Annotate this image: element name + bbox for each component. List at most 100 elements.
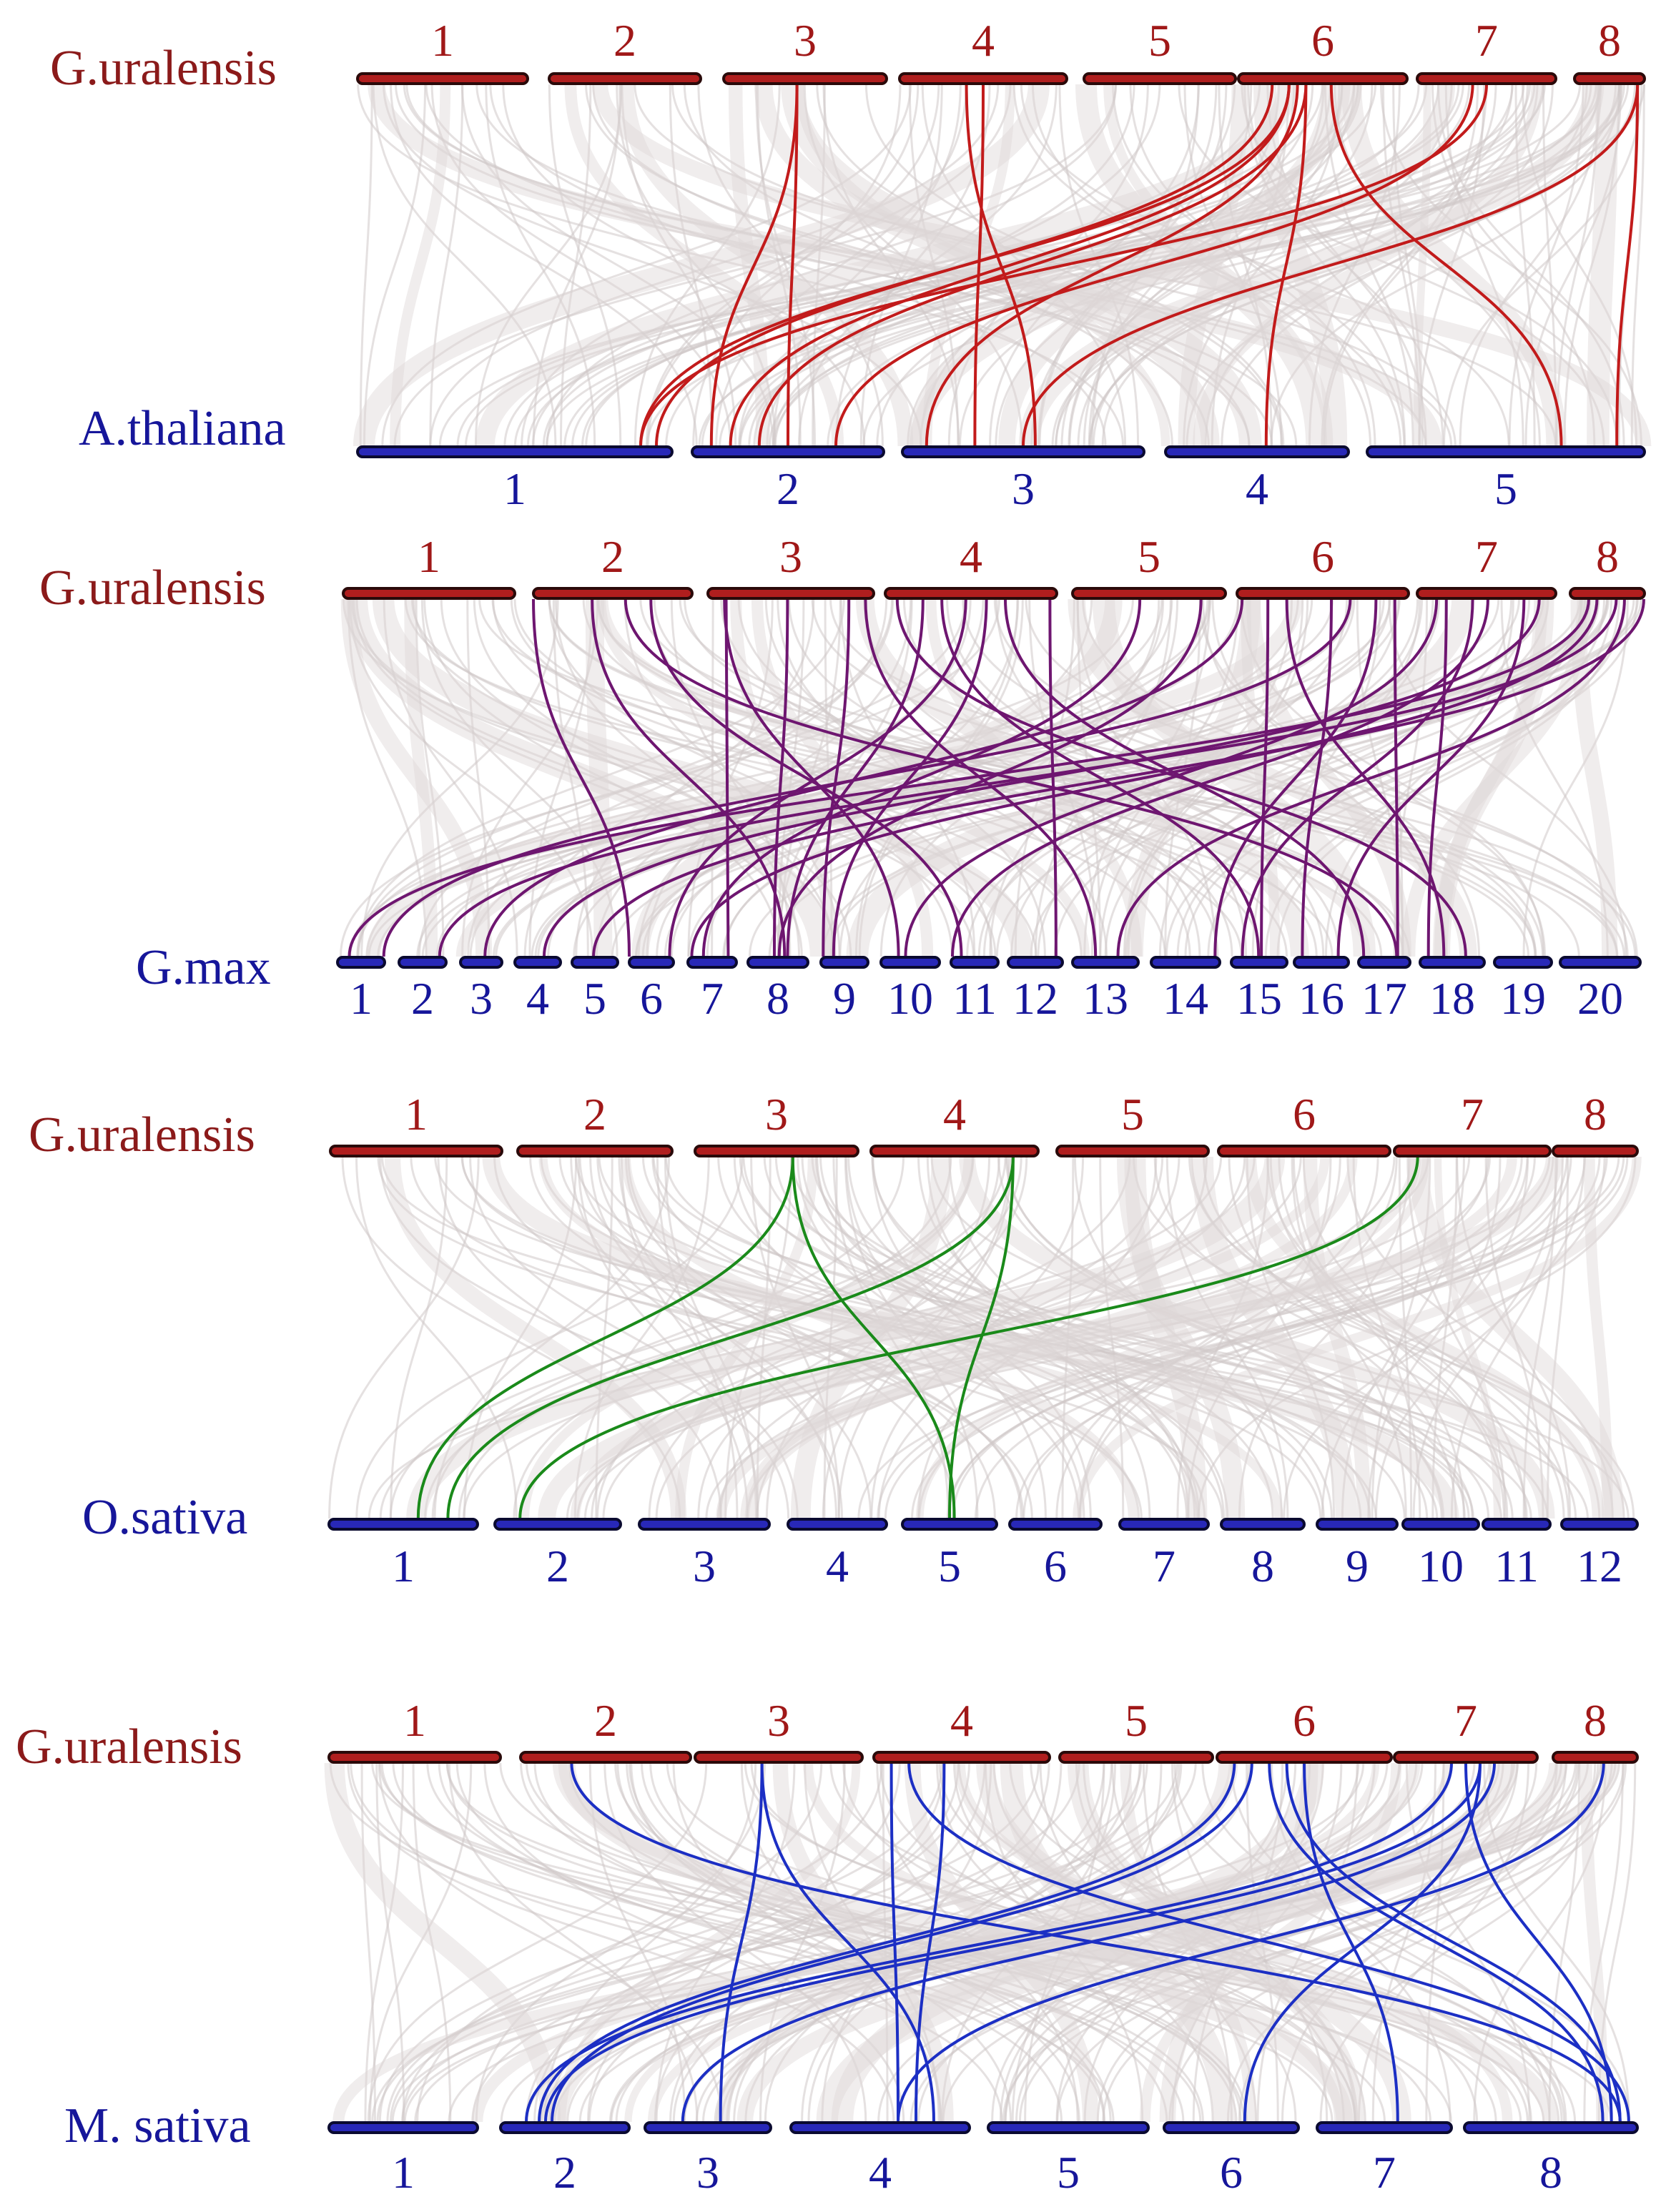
- highlight-link: [1260, 598, 1270, 957]
- synteny-link: [1015, 1762, 1445, 2123]
- synteny-link: [372, 84, 557, 447]
- synteny-link: [588, 1762, 686, 2123]
- top-chromosome-label: 8: [1596, 531, 1619, 582]
- synteny-link: [1546, 1156, 1569, 1519]
- synteny-link: [1203, 1156, 1565, 1519]
- synteny-link: [824, 598, 833, 957]
- bottom-chromosome-label: 6: [640, 973, 663, 1024]
- synteny-block: [324, 1762, 561, 2123]
- synteny-link: [822, 1156, 1011, 1519]
- top-chromosome-bar: [1216, 1751, 1393, 1764]
- synteny-block: [790, 1156, 952, 1519]
- top-chromosome-bar: [884, 587, 1058, 600]
- highlight-link: [834, 84, 1474, 447]
- highlight-link: [965, 84, 1037, 447]
- synteny-link: [369, 1762, 473, 2123]
- synteny-link: [559, 84, 592, 447]
- bottom-chromosome-bar: [1164, 445, 1350, 458]
- synteny-block: [1124, 1156, 1208, 1519]
- bottom-chromosome-label: 15: [1236, 973, 1282, 1024]
- synteny-link: [740, 1762, 942, 2123]
- synteny-link: [1112, 84, 1406, 447]
- synteny-block: [855, 598, 1309, 957]
- highlight-link: [973, 84, 985, 447]
- synteny-link: [1283, 1156, 1606, 1519]
- bottom-chromosome-label: 19: [1500, 973, 1546, 1024]
- synteny-block: [600, 598, 1371, 957]
- synteny-block: [740, 1156, 1358, 1519]
- synteny-link: [548, 598, 1625, 957]
- synteny-block: [1246, 598, 1411, 957]
- top-chromosome-label: 6: [1293, 1695, 1316, 1746]
- synteny-link: [755, 84, 816, 447]
- highlight-link: [483, 598, 1244, 957]
- top-chromosome-bar: [1217, 1145, 1391, 1157]
- synteny-block: [1193, 84, 1543, 447]
- top-species-label: G.uralensis: [29, 1107, 255, 1162]
- top-chromosome-bar: [1055, 1145, 1210, 1157]
- synteny-link: [349, 598, 1334, 957]
- bottom-chromosome-label: 7: [701, 973, 724, 1024]
- synteny-link: [864, 84, 1285, 447]
- panel-athaliana: G.uralensis A.thaliana 1 2 3 4 5 6 7 8 1 2 3 4 5: [50, 15, 1652, 514]
- synteny-link: [997, 1156, 1445, 1519]
- bottom-chromosome-label: 17: [1361, 973, 1407, 1024]
- highlight-link: [1116, 598, 1626, 957]
- synteny-link: [448, 1762, 699, 2123]
- synteny-link: [1188, 1156, 1625, 1519]
- top-chromosome-label: 6: [1311, 531, 1334, 582]
- top-chromosome-bar: [1393, 1145, 1552, 1157]
- synteny-link: [991, 1762, 1297, 2123]
- synteny-block: [558, 1762, 1354, 2123]
- bottom-chromosome-bar: [356, 445, 674, 458]
- synteny-link: [1563, 84, 1620, 447]
- bottom-chromosome-label: 9: [1346, 1541, 1369, 1591]
- bottom-chromosome-bar: [327, 1518, 479, 1531]
- bottom-chromosome-label: 7: [1153, 1541, 1175, 1591]
- highlight-link: [570, 1762, 1622, 2123]
- synteny-block: [332, 1762, 1619, 2123]
- highlight-link: [822, 598, 851, 957]
- synteny-block: [1116, 1156, 1246, 1519]
- synteny-link: [466, 598, 491, 957]
- synteny-link: [651, 1156, 1206, 1519]
- highlight-link: [1393, 598, 1399, 957]
- bottom-chromosome-label: 5: [938, 1541, 961, 1591]
- bottom-chromosome-bar: [1316, 1518, 1399, 1531]
- synteny-link: [596, 598, 1530, 957]
- synteny-link: [1324, 598, 1514, 957]
- bottom-chromosome-bar: [1008, 1518, 1103, 1531]
- synteny-block: [1584, 1156, 1613, 1519]
- synteny-block: [1303, 1156, 1371, 1519]
- synteny-link: [1522, 84, 1637, 447]
- highlight-link: [760, 1762, 935, 2123]
- top-chromosome-bar: [327, 1751, 502, 1764]
- synteny-block: [1244, 1156, 1605, 1519]
- synteny-block: [904, 1762, 1099, 2123]
- bottom-chromosome-bar: [1357, 956, 1411, 969]
- top-chromosome-bar: [1237, 72, 1409, 85]
- top-chromosome-bar: [872, 1751, 1051, 1764]
- bottom-chromosome-bar: [638, 1518, 771, 1531]
- synteny-link: [1165, 598, 1638, 957]
- synteny-link: [1165, 1156, 1289, 1519]
- synteny-block: [475, 84, 1297, 447]
- top-chromosome-bar: [722, 72, 888, 85]
- highlight-link: [551, 1762, 1253, 2123]
- bottom-chromosome-label: 5: [1494, 463, 1517, 514]
- synteny-link: [525, 1762, 1432, 2123]
- bottom-chromosome-label: 1: [392, 1541, 415, 1591]
- synteny-link: [879, 1762, 1356, 2123]
- bottom-chromosome-label: 9: [833, 973, 856, 1024]
- synteny-block: [470, 1762, 1421, 2123]
- background-synteny: [328, 1156, 1642, 1519]
- bottom-chromosome-bar: [1163, 2121, 1300, 2134]
- synteny-link: [410, 598, 1243, 957]
- synteny-link: [532, 84, 622, 447]
- bottom-chromosome-bar: [327, 2121, 479, 2134]
- synteny-block: [570, 1156, 1330, 1519]
- highlight-link: [542, 598, 1541, 957]
- highlight-link: [1243, 1762, 1482, 2123]
- highlight-link: [729, 84, 1291, 447]
- synteny-link: [711, 598, 714, 957]
